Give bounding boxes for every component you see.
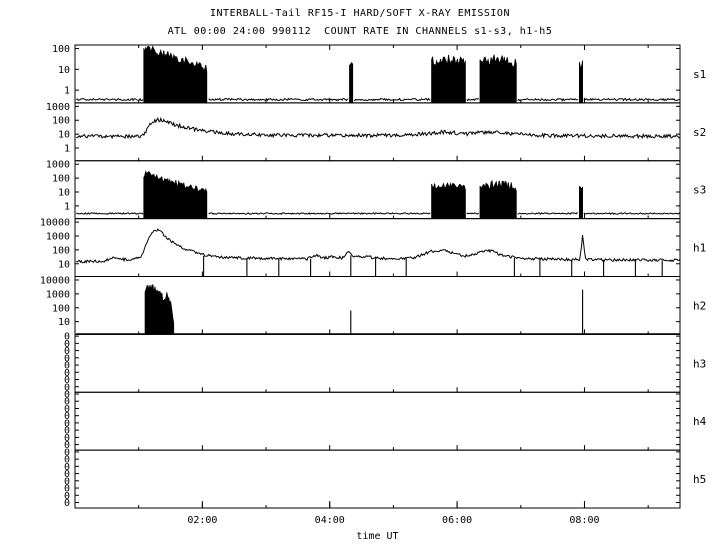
data-trace	[76, 97, 144, 102]
y-tick-label: 0	[64, 368, 70, 379]
y-tick-label: 10	[58, 259, 70, 270]
y-tick-label: 100	[52, 116, 70, 127]
y-tick-label: 100	[52, 174, 70, 185]
y-tick-label: 0	[64, 462, 70, 473]
y-tick-label: 0	[64, 418, 70, 429]
data-trace	[583, 97, 681, 102]
data-trace	[583, 212, 681, 215]
y-tick-label: 0	[64, 389, 70, 400]
y-tick-label: 0	[64, 346, 70, 357]
y-tick-label: 0	[64, 447, 70, 458]
data-burst	[431, 54, 466, 103]
panel-label-h5: h5	[693, 473, 706, 486]
data-trace	[517, 212, 579, 216]
data-trace	[353, 97, 431, 102]
panel-frame	[74, 218, 681, 278]
data-burst	[579, 185, 583, 219]
x-tick-label: 02:00	[187, 515, 217, 526]
y-tick-label: 0	[64, 382, 70, 393]
data-trace	[76, 212, 144, 215]
y-tick-label: 1000	[46, 160, 70, 171]
data-trace	[517, 97, 579, 102]
y-tick-label: 0	[64, 426, 70, 437]
data-burst	[579, 60, 583, 103]
y-tick-label: 10	[58, 130, 70, 141]
data-trace	[466, 98, 480, 102]
panel-label-s1: s1	[693, 68, 706, 81]
y-tick-label: 0	[64, 455, 70, 466]
y-tick-label: 0	[64, 469, 70, 480]
panel-s2: 1000 100 10 1 s2	[46, 102, 706, 162]
x-tick-label: 06:00	[442, 515, 472, 526]
y-tick-label: 100	[52, 245, 70, 256]
y-tick-label: 0	[64, 361, 70, 372]
data-burst	[349, 62, 354, 103]
y-tick-label: 10000	[40, 275, 70, 286]
y-tick-label: 0	[64, 484, 70, 495]
data-burst	[144, 284, 175, 335]
data-burst	[479, 54, 517, 103]
x-tick-label: 08:00	[569, 515, 599, 526]
panel-label-s3: s3	[693, 184, 706, 197]
y-tick-label: 0	[64, 339, 70, 350]
y-tick-label: 100	[52, 44, 70, 55]
panel-label-h4: h4	[693, 415, 707, 428]
data-burst	[431, 182, 466, 219]
y-tick-label: 0	[64, 397, 70, 408]
x-tick-label: 04:00	[315, 515, 345, 526]
y-tick-label: 10	[58, 188, 70, 199]
panel-label-h1: h1	[693, 242, 706, 255]
data-trace	[76, 228, 681, 264]
data-burst	[143, 45, 208, 103]
y-tick-label: 10	[58, 65, 70, 76]
panel-frame	[74, 333, 681, 393]
y-tick-label: 1	[64, 86, 70, 97]
panel-label-h3: h3	[693, 357, 706, 370]
panel-label-s2: s2	[693, 126, 706, 139]
y-tick-label: 0	[64, 440, 70, 451]
y-tick-label: 0	[64, 332, 70, 343]
y-tick-label: 10	[58, 317, 70, 328]
panel-frame	[74, 449, 681, 509]
y-tick-label: 0	[64, 476, 70, 487]
data-burst	[479, 180, 517, 219]
y-tick-label: 1	[64, 144, 70, 155]
x-axis-title: time UT	[356, 531, 398, 542]
panel-frame	[74, 391, 681, 451]
data-trace	[466, 212, 480, 215]
data-trace	[76, 116, 681, 140]
y-tick-label: 0	[64, 491, 70, 502]
panel-h1: 10000 1000 100 10 h1	[40, 218, 706, 278]
panel-h2: 10000 1000 100 10 h2	[40, 275, 706, 335]
y-tick-label: 10000	[40, 218, 70, 229]
chart-title: INTERBALL-Tail RF15-I HARD/SOFT X-RAY EM…	[210, 8, 510, 19]
panel-s3: 1000 100 10 1 s3	[46, 160, 706, 220]
y-tick-label: 100	[52, 303, 70, 314]
panel-s1: 100 10 1 s1	[52, 44, 706, 104]
panel-frame	[74, 102, 681, 162]
data-burst	[143, 170, 208, 219]
y-tick-label: 0	[64, 498, 70, 509]
y-tick-label: 1000	[46, 289, 70, 300]
y-tick-label: 0	[64, 433, 70, 444]
y-tick-label: 0	[64, 375, 70, 386]
data-trace	[208, 212, 431, 215]
y-tick-label: 0	[64, 404, 70, 415]
y-tick-label: 0	[64, 411, 70, 422]
chart-subtitle: ATL 00:00 24:00 990112 COUNT RATE IN CHA…	[167, 26, 553, 37]
panel-label-h2: h2	[693, 299, 706, 312]
y-tick-label: 1000	[46, 231, 70, 242]
data-trace	[208, 97, 349, 102]
y-tick-label: 0	[64, 353, 70, 364]
y-tick-label: 1000	[46, 102, 70, 113]
y-tick-label: 1	[64, 201, 70, 212]
